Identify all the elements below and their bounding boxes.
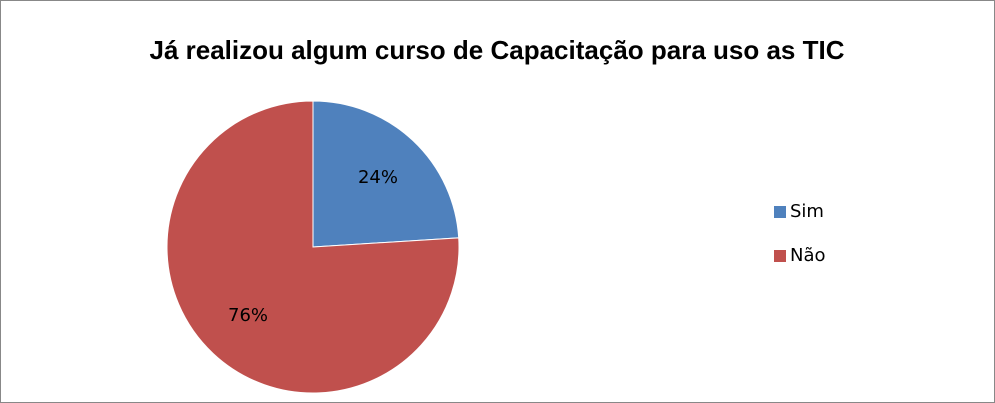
legend-swatch: [774, 250, 786, 262]
data-label: 24%: [358, 167, 398, 188]
pie-slice: [312, 100, 460, 248]
legend-swatch: [774, 206, 786, 218]
legend-label: Sim: [790, 201, 824, 222]
chart-title: Já realizou algum curso de Capacitação p…: [149, 35, 845, 65]
pie-slice: [166, 100, 460, 394]
legend-label: Não: [790, 245, 826, 266]
data-label: 76%: [228, 305, 268, 326]
